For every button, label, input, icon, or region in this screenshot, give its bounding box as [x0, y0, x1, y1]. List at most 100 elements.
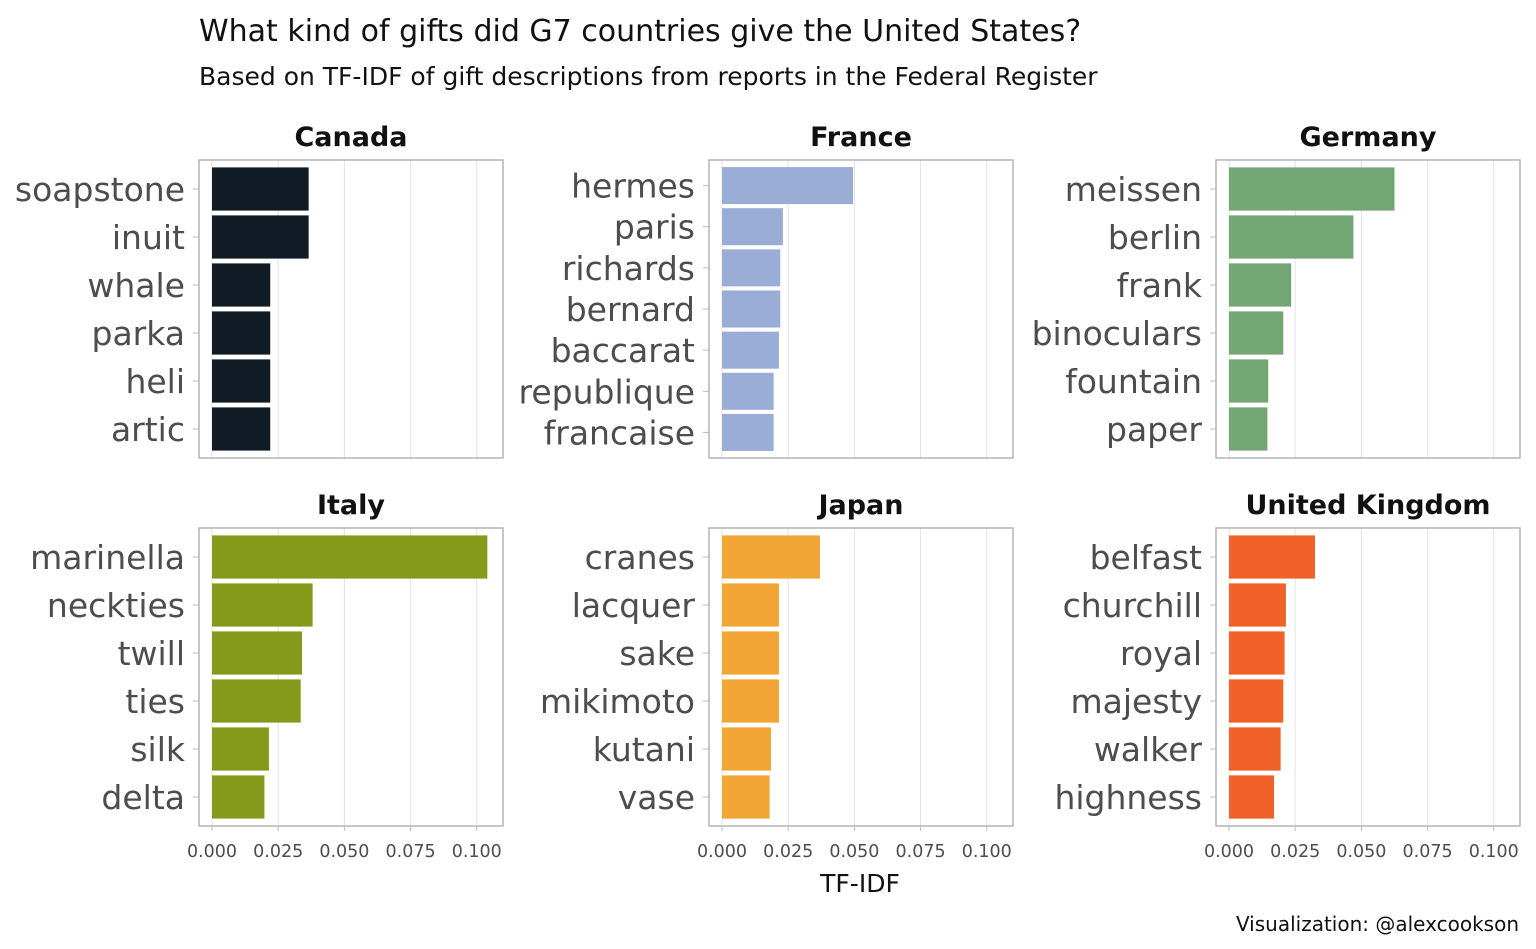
- category-label: paris: [614, 208, 695, 247]
- category-label: whale: [87, 266, 185, 305]
- x-tick-label: 0.100: [1469, 842, 1519, 862]
- panel-title: Germany: [1300, 122, 1437, 153]
- bar-baccarat: [722, 331, 779, 369]
- x-tick-label: 0.000: [697, 842, 747, 862]
- category-label: francaise: [544, 413, 695, 452]
- category-label: heli: [125, 362, 185, 401]
- x-tick-label: 0.000: [1204, 842, 1254, 862]
- bar-marinella: [212, 535, 488, 579]
- category-label: soapstone: [15, 170, 185, 209]
- bar-meissen: [1229, 167, 1395, 211]
- panel-border: [198, 159, 504, 459]
- panel-title: Japan: [816, 490, 903, 521]
- panel-title: Italy: [317, 490, 385, 521]
- bar-whale: [212, 263, 271, 307]
- category-label: republique: [519, 372, 695, 411]
- x-axis-title: TF-IDF: [819, 869, 900, 898]
- category-label: delta: [101, 778, 185, 817]
- category-label: lacquer: [572, 586, 696, 625]
- bar-paper: [1229, 407, 1268, 451]
- bar-paris: [722, 208, 783, 246]
- category-label: silk: [130, 730, 186, 769]
- panel-france: France hermesparisrichardsbernardbaccarat…: [519, 122, 1014, 459]
- x-tick-label: 0.000: [187, 842, 237, 862]
- bar-kutani: [722, 727, 771, 771]
- x-tick-label: 0.025: [253, 842, 303, 862]
- category-label: vase: [618, 778, 695, 817]
- category-label: sake: [619, 634, 695, 673]
- bar-delta: [212, 775, 265, 819]
- category-label: churchill: [1063, 586, 1202, 625]
- category-label: inuit: [112, 218, 185, 257]
- facet-panels: Canada soapstone inuit whale parka heli artic F…: [15, 122, 1521, 862]
- bar-inuit: [212, 215, 309, 259]
- panel-germany: Germany meissen berlin frank binoculars fount…: [1032, 122, 1521, 459]
- bar-highness: [1229, 775, 1275, 819]
- category-label: majesty: [1070, 682, 1202, 721]
- category-label: berlin: [1108, 218, 1202, 257]
- bar-fountain: [1229, 359, 1269, 403]
- bar-walker: [1229, 727, 1281, 771]
- bar-bernard: [722, 290, 781, 328]
- category-label: highness: [1054, 778, 1202, 817]
- x-tick-label: 0.050: [319, 842, 369, 862]
- bar-berlin: [1229, 215, 1354, 259]
- x-tick-label: 0.075: [386, 842, 436, 862]
- x-tick-label: 0.100: [962, 842, 1012, 862]
- x-tick-label: 0.050: [829, 842, 879, 862]
- bar-churchill: [1229, 583, 1286, 627]
- bar-sake: [722, 631, 779, 675]
- category-label: bernard: [566, 290, 695, 329]
- panel-border: [1215, 159, 1521, 459]
- bar-soapstone: [212, 167, 309, 211]
- category-label: neckties: [47, 586, 185, 625]
- category-label: artic: [111, 410, 185, 449]
- category-label: marinella: [30, 538, 185, 577]
- x-tick-label: 0.100: [452, 842, 502, 862]
- category-label: richards: [562, 249, 695, 288]
- category-label: frank: [1117, 266, 1203, 305]
- chart-title: What kind of gifts did G7 countries give…: [199, 14, 1081, 49]
- category-label: paper: [1106, 410, 1202, 449]
- bar-frank: [1229, 263, 1292, 307]
- bar-francaise: [722, 413, 774, 451]
- bar-vase: [722, 775, 770, 819]
- x-tick-label: 0.025: [763, 842, 813, 862]
- bar-twill: [212, 631, 303, 675]
- x-tick-label: 0.025: [1270, 842, 1320, 862]
- bar-neckties: [212, 583, 313, 627]
- panel-border: [708, 159, 1014, 459]
- panel-united-kingdom: United Kingdom belfast churchill royal majes…: [1054, 490, 1521, 862]
- category-label: parka: [92, 314, 186, 353]
- category-label: walker: [1094, 730, 1203, 769]
- panel-border: [198, 527, 504, 827]
- caption: Visualization: @alexcookson: [1236, 912, 1519, 936]
- panel-border: [1215, 527, 1521, 827]
- panel-canada: Canada soapstone inuit whale parka heli artic: [15, 122, 504, 459]
- bar-majesty: [1229, 679, 1284, 723]
- x-tick-label: 0.075: [1403, 842, 1453, 862]
- category-label: binoculars: [1032, 314, 1202, 353]
- category-label: hermes: [571, 167, 695, 206]
- bar-cranes: [722, 535, 820, 579]
- category-label: twill: [118, 634, 185, 673]
- category-label: royal: [1120, 634, 1202, 673]
- category-label: belfast: [1090, 538, 1202, 577]
- x-tick-label: 0.050: [1336, 842, 1386, 862]
- bar-belfast: [1229, 535, 1316, 579]
- bar-ties: [212, 679, 301, 723]
- bar-artic: [212, 407, 271, 451]
- chart-subtitle: Based on TF-IDF of gift descriptions fro…: [199, 62, 1098, 91]
- bar-binoculars: [1229, 311, 1284, 355]
- bar-mikimoto: [722, 679, 779, 723]
- category-label: kutani: [593, 730, 695, 769]
- bar-silk: [212, 727, 269, 771]
- panel-title: United Kingdom: [1245, 490, 1490, 521]
- panel-japan: Japan cranes lacquer sake mikimoto kutani vase…: [540, 490, 1014, 862]
- category-label: baccarat: [551, 331, 695, 370]
- category-label: meissen: [1065, 170, 1202, 209]
- category-label: ties: [125, 682, 185, 721]
- bar-richards: [722, 249, 781, 287]
- bar-lacquer: [722, 583, 779, 627]
